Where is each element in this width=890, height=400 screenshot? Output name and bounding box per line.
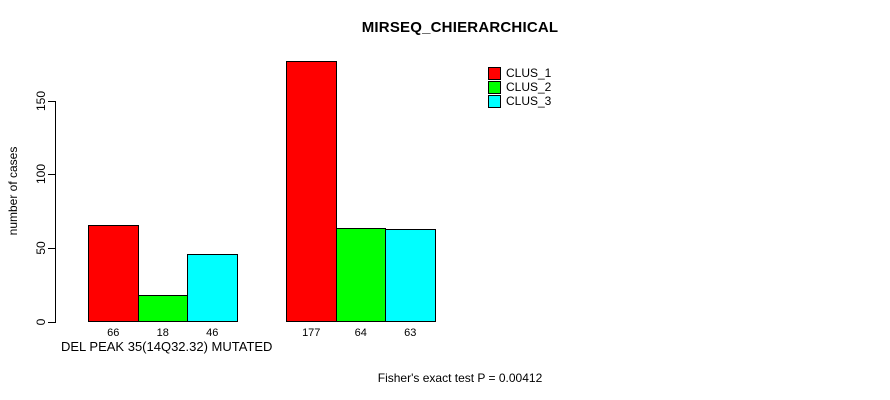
- bar-clus-3-group-1: [187, 254, 238, 322]
- x-axis-label: DEL PEAK 35(14Q32.32) MUTATED: [61, 339, 273, 354]
- y-tick-label: 0: [34, 318, 48, 326]
- bar-clus-2-group-1: [137, 295, 188, 322]
- bar-clus-1-group-1: [88, 225, 139, 322]
- bar-value-label: 64: [354, 327, 367, 339]
- legend-item: CLUS_3: [488, 95, 551, 108]
- legend-label: CLUS_2: [506, 80, 552, 94]
- legend-label: CLUS_3: [506, 94, 552, 108]
- y-tick-label: 100: [34, 163, 48, 185]
- y-tick: [48, 248, 55, 249]
- bar-value-label: 177: [302, 327, 321, 339]
- legend-swatch-clus-3: [488, 95, 501, 108]
- bar-value-label: 46: [206, 327, 219, 339]
- bar-clus-2-group-2: [335, 228, 386, 322]
- y-tick: [48, 101, 55, 102]
- bar-value-label: 66: [107, 327, 120, 339]
- legend-item: CLUS_1: [488, 67, 551, 80]
- legend: CLUS_1 CLUS_2 CLUS_3: [488, 67, 551, 109]
- y-axis-label: number of cases: [6, 146, 20, 236]
- legend-item: CLUS_2: [488, 81, 551, 94]
- legend-swatch-clus-2: [488, 81, 501, 94]
- bar-clus-1-group-2: [286, 61, 337, 322]
- bar-clus-3-group-2: [385, 229, 436, 322]
- y-axis-line: [55, 101, 56, 323]
- footnote-text: Fisher's exact test P = 0.00412: [377, 371, 543, 385]
- y-tick: [48, 174, 55, 175]
- legend-label: CLUS_1: [506, 66, 552, 80]
- y-tick-label: 50: [34, 241, 48, 255]
- y-tick-label: 150: [34, 90, 48, 112]
- chart-title: MIRSEQ_CHIERARCHICAL: [361, 19, 559, 36]
- bar-value-label: 63: [404, 327, 417, 339]
- legend-swatch-clus-1: [488, 67, 501, 80]
- y-tick: [48, 322, 55, 323]
- bar-value-label: 18: [156, 327, 169, 339]
